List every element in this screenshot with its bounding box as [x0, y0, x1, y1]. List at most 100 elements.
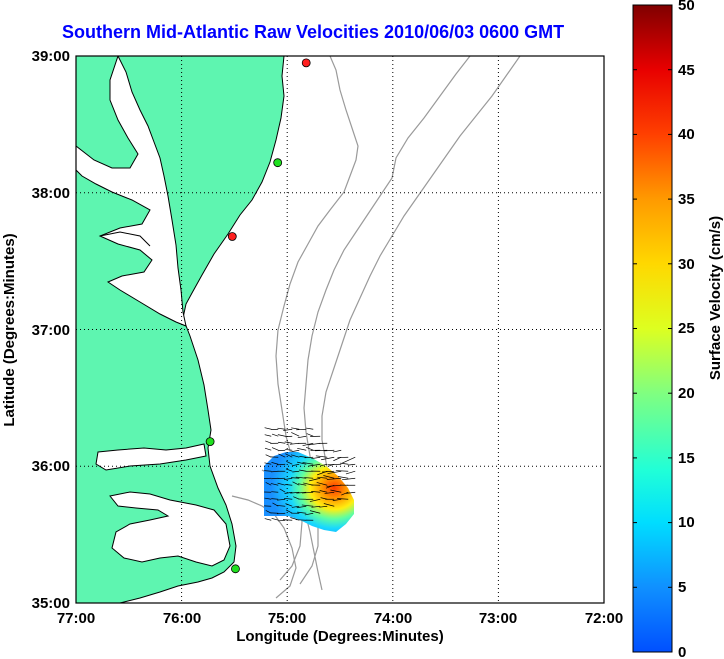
velocity-arrow: [327, 470, 342, 474]
velocity-arrow: [311, 491, 321, 493]
velocity-arrow: [283, 428, 293, 431]
colorbar: [632, 4, 673, 653]
velocity-arrow: [301, 504, 314, 507]
colorbar-tick-label: 25: [678, 320, 695, 337]
colorbar-tick-label: 20: [678, 385, 695, 402]
velocity-arrow: [277, 449, 286, 452]
velocity-arrow: [308, 442, 321, 446]
velocity-arrow: [285, 509, 293, 514]
velocity-arrow: [326, 477, 342, 480]
velocity-arrow: [301, 491, 314, 494]
colorbar-tick-label: 35: [678, 191, 695, 208]
velocity-arrow: [265, 440, 272, 444]
velocity-arrow: [308, 463, 321, 467]
velocity-arrow: [298, 483, 307, 486]
velocity-arrow: [316, 482, 328, 486]
velocity-arrow: [302, 462, 314, 465]
velocity-arrow: [291, 477, 300, 479]
velocity-arrow: [271, 517, 279, 521]
velocity-arrow: [264, 447, 272, 451]
velocity-arrow: [271, 498, 279, 500]
velocity-vectors: [264, 427, 356, 522]
velocity-arrow: [323, 503, 335, 507]
velocity-arrow: [346, 491, 356, 494]
velocity-arrow: [299, 469, 307, 472]
velocity-arrow: [277, 427, 286, 430]
radar-station-marker: [227, 232, 237, 241]
velocity-arrow: [296, 491, 307, 494]
velocity-arrow: [341, 477, 356, 481]
chesapeake-bay: [76, 56, 187, 327]
colorbar-ticks: [633, 4, 672, 653]
y-tick-label: 39:00: [32, 48, 70, 65]
velocity-arrow: [291, 454, 300, 458]
plot-frame: [75, 55, 605, 604]
velocity-arrow: [311, 505, 321, 508]
velocity-arrow: [264, 427, 272, 430]
velocity-arrow: [311, 456, 321, 460]
x-tick-labels: 77:00 76:00 75:00 74:00 73:00 72:00: [57, 610, 623, 627]
velocity-arrow: [277, 512, 286, 515]
x-tick-label: 72:00: [585, 610, 623, 627]
velocity-arrow: [314, 449, 328, 452]
radar-stations: [205, 58, 311, 574]
velocity-arrow: [326, 484, 342, 487]
velocity-arrow: [291, 449, 300, 453]
james-river: [99, 231, 151, 247]
velocity-arrow: [270, 470, 279, 473]
velocity-arrow: [295, 476, 307, 479]
colorbar-tick-label: 45: [678, 62, 695, 79]
velocity-arrow: [264, 470, 272, 472]
grid: [76, 56, 604, 603]
velocity-arrow: [341, 491, 349, 496]
colorbar-tick-label: 30: [678, 256, 695, 273]
velocity-arrow: [277, 482, 286, 486]
pamlico-sound: [109, 491, 231, 567]
velocity-arrow: [276, 505, 286, 507]
velocity-arrow: [322, 470, 335, 473]
colorbar-tick-label: 10: [678, 514, 695, 531]
velocity-arrow: [306, 447, 314, 451]
velocity-arrow: [340, 462, 349, 465]
velocity-arrow: [297, 511, 307, 514]
velocity-arrow: [302, 442, 314, 447]
velocity-arrow: [337, 498, 349, 500]
velocity-arrow: [285, 468, 293, 472]
x-tick-label: 76:00: [163, 610, 201, 627]
velocity-arrow: [324, 491, 335, 494]
velocity-arrow: [324, 449, 335, 452]
velocity-arrow: [291, 427, 300, 430]
velocity-arrow: [282, 519, 293, 521]
colorbar-tick-labels: 50 45 40 35 30 25 20 15 10 5 0: [678, 0, 695, 659]
velocity-arrow: [276, 463, 286, 466]
velocity-arrow: [320, 463, 328, 467]
velocity-arrow: [309, 510, 321, 514]
velocity-arrow: [304, 512, 314, 516]
x-tick-label: 74:00: [374, 610, 412, 627]
x-tick-label: 75:00: [268, 610, 306, 627]
velocity-arrow: [296, 428, 307, 431]
velocity-arrow: [265, 510, 272, 514]
velocity-arrow: [284, 441, 293, 444]
y-tick-labels: 39:00 38:00 37:00 36:00 35:00: [32, 48, 70, 612]
velocity-arrow: [347, 463, 356, 466]
velocity-arrow: [332, 449, 342, 453]
velocity-arrow: [317, 476, 328, 479]
velocity-arrow: [304, 477, 314, 479]
velocity-arrow: [277, 434, 286, 437]
albemarle-sound: [95, 443, 207, 471]
velocity-arrow: [285, 435, 293, 438]
velocity-arrow: [292, 463, 300, 467]
radar-station-marker: [273, 158, 283, 168]
y-axis-label: Latitude (Degrees:Minutes): [1, 233, 18, 426]
velocity-arrow: [264, 518, 272, 521]
x-axis-label: Longitude (Degrees:Minutes): [236, 628, 444, 645]
velocity-arrow: [335, 470, 349, 472]
velocity-arrow: [291, 432, 300, 437]
velocity-arrow: [279, 488, 286, 493]
velocity-arrow: [285, 484, 293, 486]
velocity-arrow: [345, 470, 356, 475]
velocity-arrow: [271, 477, 279, 480]
velocity-arrow: [284, 477, 293, 480]
colorbar-tick-label: 40: [678, 126, 695, 143]
